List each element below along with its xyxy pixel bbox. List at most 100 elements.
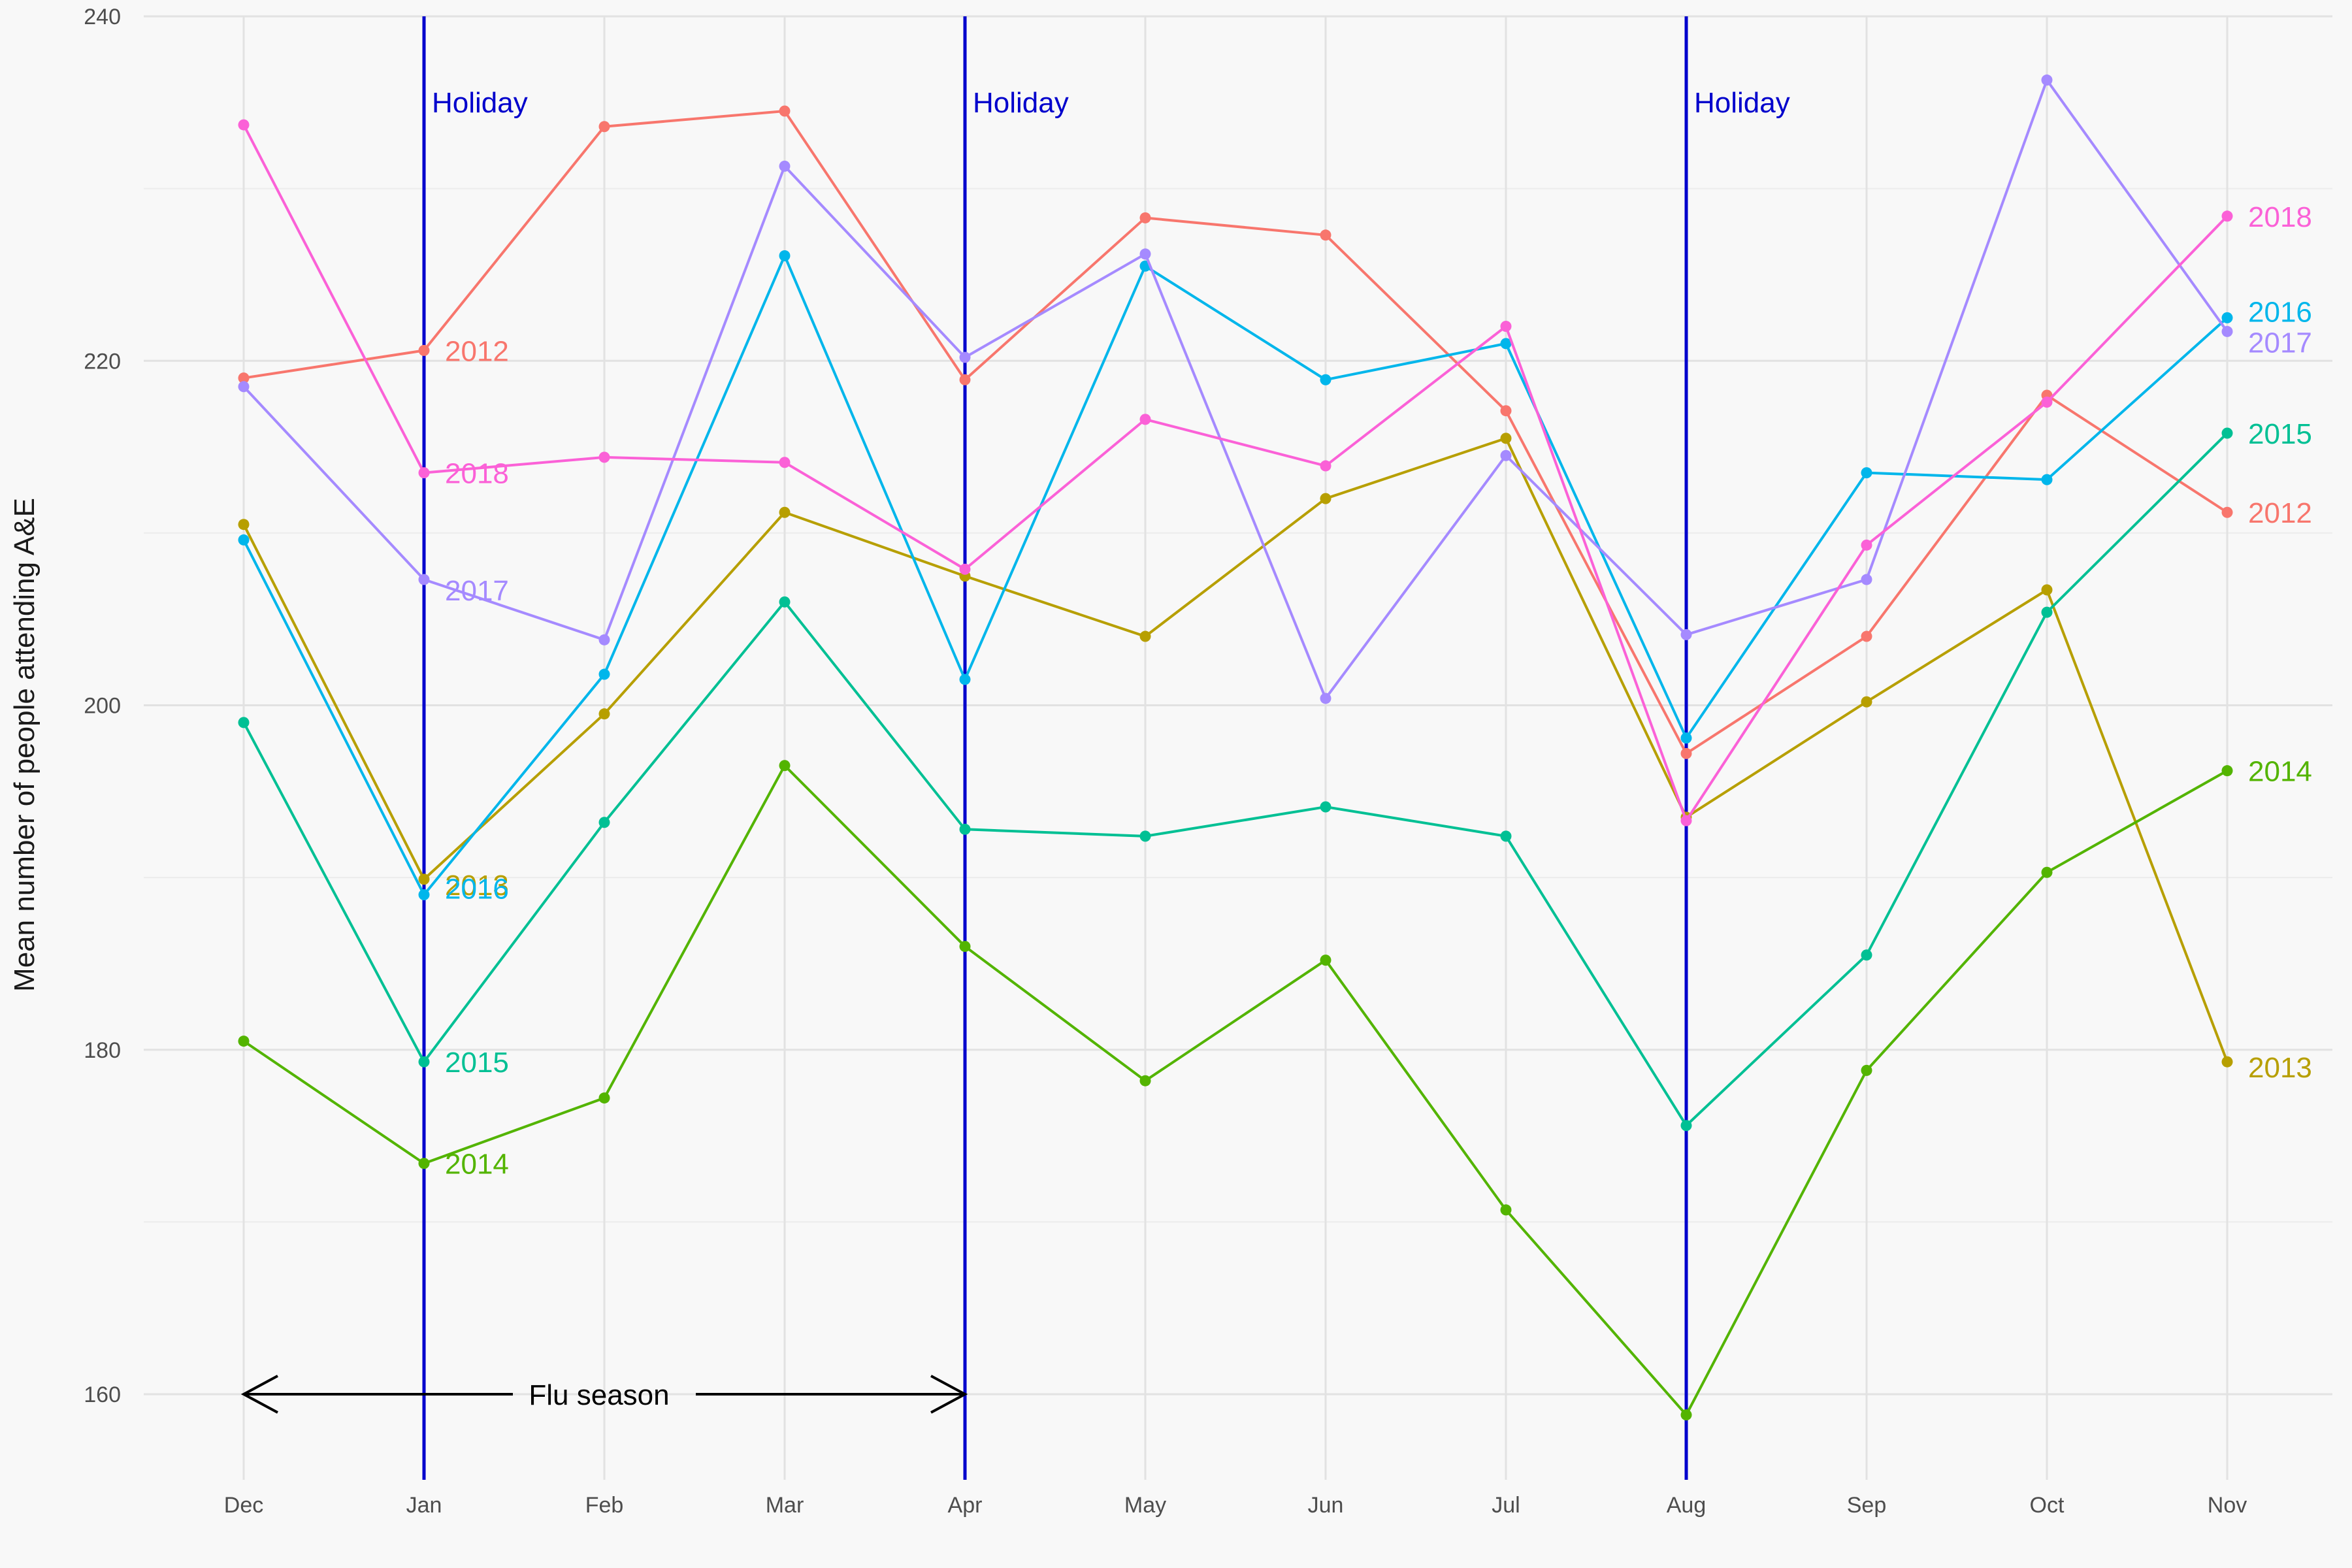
flu-season-annotation: Flu season: [240, 1375, 968, 1414]
data-point: [779, 105, 791, 117]
holiday-label: Holiday: [432, 87, 528, 119]
data-point: [418, 344, 430, 356]
data-point: [2041, 474, 2053, 485]
x-tick-label: Jul: [1492, 1493, 1520, 1518]
data-point: [598, 817, 610, 828]
data-point: [1139, 212, 1151, 223]
data-point: [1320, 493, 1331, 504]
data-point: [1139, 248, 1151, 260]
series-lines: 2012201220132013201420142015201520162016…: [238, 74, 2312, 1421]
data-point: [1139, 630, 1151, 642]
y-tick-label: 160: [84, 1382, 121, 1407]
series-2015: 2015 2015: [238, 418, 2312, 1132]
data-point: [238, 534, 250, 546]
series-label-2014: 2014: [2248, 756, 2312, 788]
series-2016: 2016 2016: [238, 250, 2312, 905]
series-label-2013: 2013: [2248, 1052, 2312, 1084]
x-tick-label: Feb: [585, 1493, 624, 1518]
data-point: [1861, 467, 1872, 479]
data-point: [418, 874, 430, 885]
series-label-2017: 2017: [2248, 327, 2312, 359]
data-point: [1861, 949, 1872, 961]
data-point: [1500, 338, 1512, 350]
data-point: [1320, 955, 1331, 966]
data-point: [2221, 312, 2233, 323]
x-tick-label: May: [1124, 1493, 1166, 1518]
data-point: [779, 250, 791, 261]
data-point: [779, 760, 791, 772]
data-point: [418, 889, 430, 900]
data-point: [598, 708, 610, 720]
y-tick-label: 180: [84, 1038, 121, 1063]
data-point: [598, 634, 610, 645]
data-point: [2041, 74, 2053, 86]
data-point: [598, 451, 610, 463]
data-point: [238, 717, 250, 728]
data-point: [2221, 765, 2233, 777]
series-line-2014: [242, 764, 2228, 1416]
data-point: [2221, 325, 2233, 337]
data-point: [418, 1158, 430, 1169]
data-point: [1680, 747, 1692, 759]
data-point: [1680, 1120, 1692, 1132]
data-point: [2221, 506, 2233, 518]
x-tick-label: Aug: [1667, 1493, 1707, 1518]
data-point: [1500, 405, 1512, 417]
data-point: [779, 160, 791, 172]
data-point: [418, 574, 430, 585]
x-tick-label: Nov: [2208, 1493, 2247, 1518]
data-point: [1139, 414, 1151, 425]
data-point: [238, 372, 250, 384]
data-point: [1861, 696, 1872, 708]
x-tick-label: Dec: [224, 1493, 263, 1518]
data-point: [1680, 815, 1692, 826]
data-point: [418, 1056, 430, 1068]
y-tick-label: 200: [84, 694, 121, 719]
y-tick-label: 240: [84, 5, 121, 29]
series-2017: 2017 2017: [238, 74, 2312, 704]
series-label-2015: 2015: [2248, 418, 2312, 450]
data-point: [1139, 1075, 1151, 1086]
x-tick-label: Oct: [2030, 1493, 2065, 1518]
data-point: [2041, 584, 2053, 596]
data-point: [238, 519, 250, 531]
axes: 160 180 200 220 240 Dec Jan Feb Mar Apr May Jun Jul A…: [84, 5, 2247, 1518]
data-point: [1320, 374, 1331, 385]
data-point: [1861, 574, 1872, 585]
series-label-2012: 2012: [445, 335, 509, 367]
data-point: [2041, 866, 2053, 878]
data-point: [779, 596, 791, 608]
series-line-2018: [242, 124, 2229, 823]
data-point: [2221, 210, 2233, 222]
data-point: [959, 563, 971, 575]
flu-arrowhead-right: [930, 1375, 968, 1414]
flu-arrowhead-left: [240, 1375, 278, 1414]
series-2012: 2012 2012: [238, 105, 2312, 759]
data-point: [959, 674, 971, 685]
series-label-2018: 2018: [2248, 201, 2312, 233]
series-2018: 2018 2018: [238, 119, 2312, 826]
data-point: [418, 467, 430, 479]
data-point: [1500, 1204, 1512, 1216]
series-label-2013: 2013: [445, 870, 509, 902]
data-point: [959, 941, 971, 953]
data-point: [779, 506, 791, 518]
series-line-2015: [242, 432, 2229, 1127]
flu-season-label: Flu season: [529, 1379, 669, 1411]
data-point: [1320, 693, 1331, 704]
series-label-2017: 2017: [445, 575, 509, 607]
data-point: [1861, 1064, 1872, 1076]
data-point: [959, 351, 971, 363]
data-point: [238, 381, 250, 393]
data-point: [1861, 630, 1872, 642]
series-label-2014: 2014: [445, 1149, 509, 1181]
data-point: [1500, 321, 1512, 333]
x-tick-label: Apr: [948, 1493, 983, 1518]
x-tick-label: Mar: [766, 1493, 804, 1518]
series-line-2016: [242, 254, 2229, 896]
series-line-2013: [242, 436, 2229, 1062]
data-point: [238, 1036, 250, 1047]
holiday-label: Holiday: [973, 87, 1069, 119]
